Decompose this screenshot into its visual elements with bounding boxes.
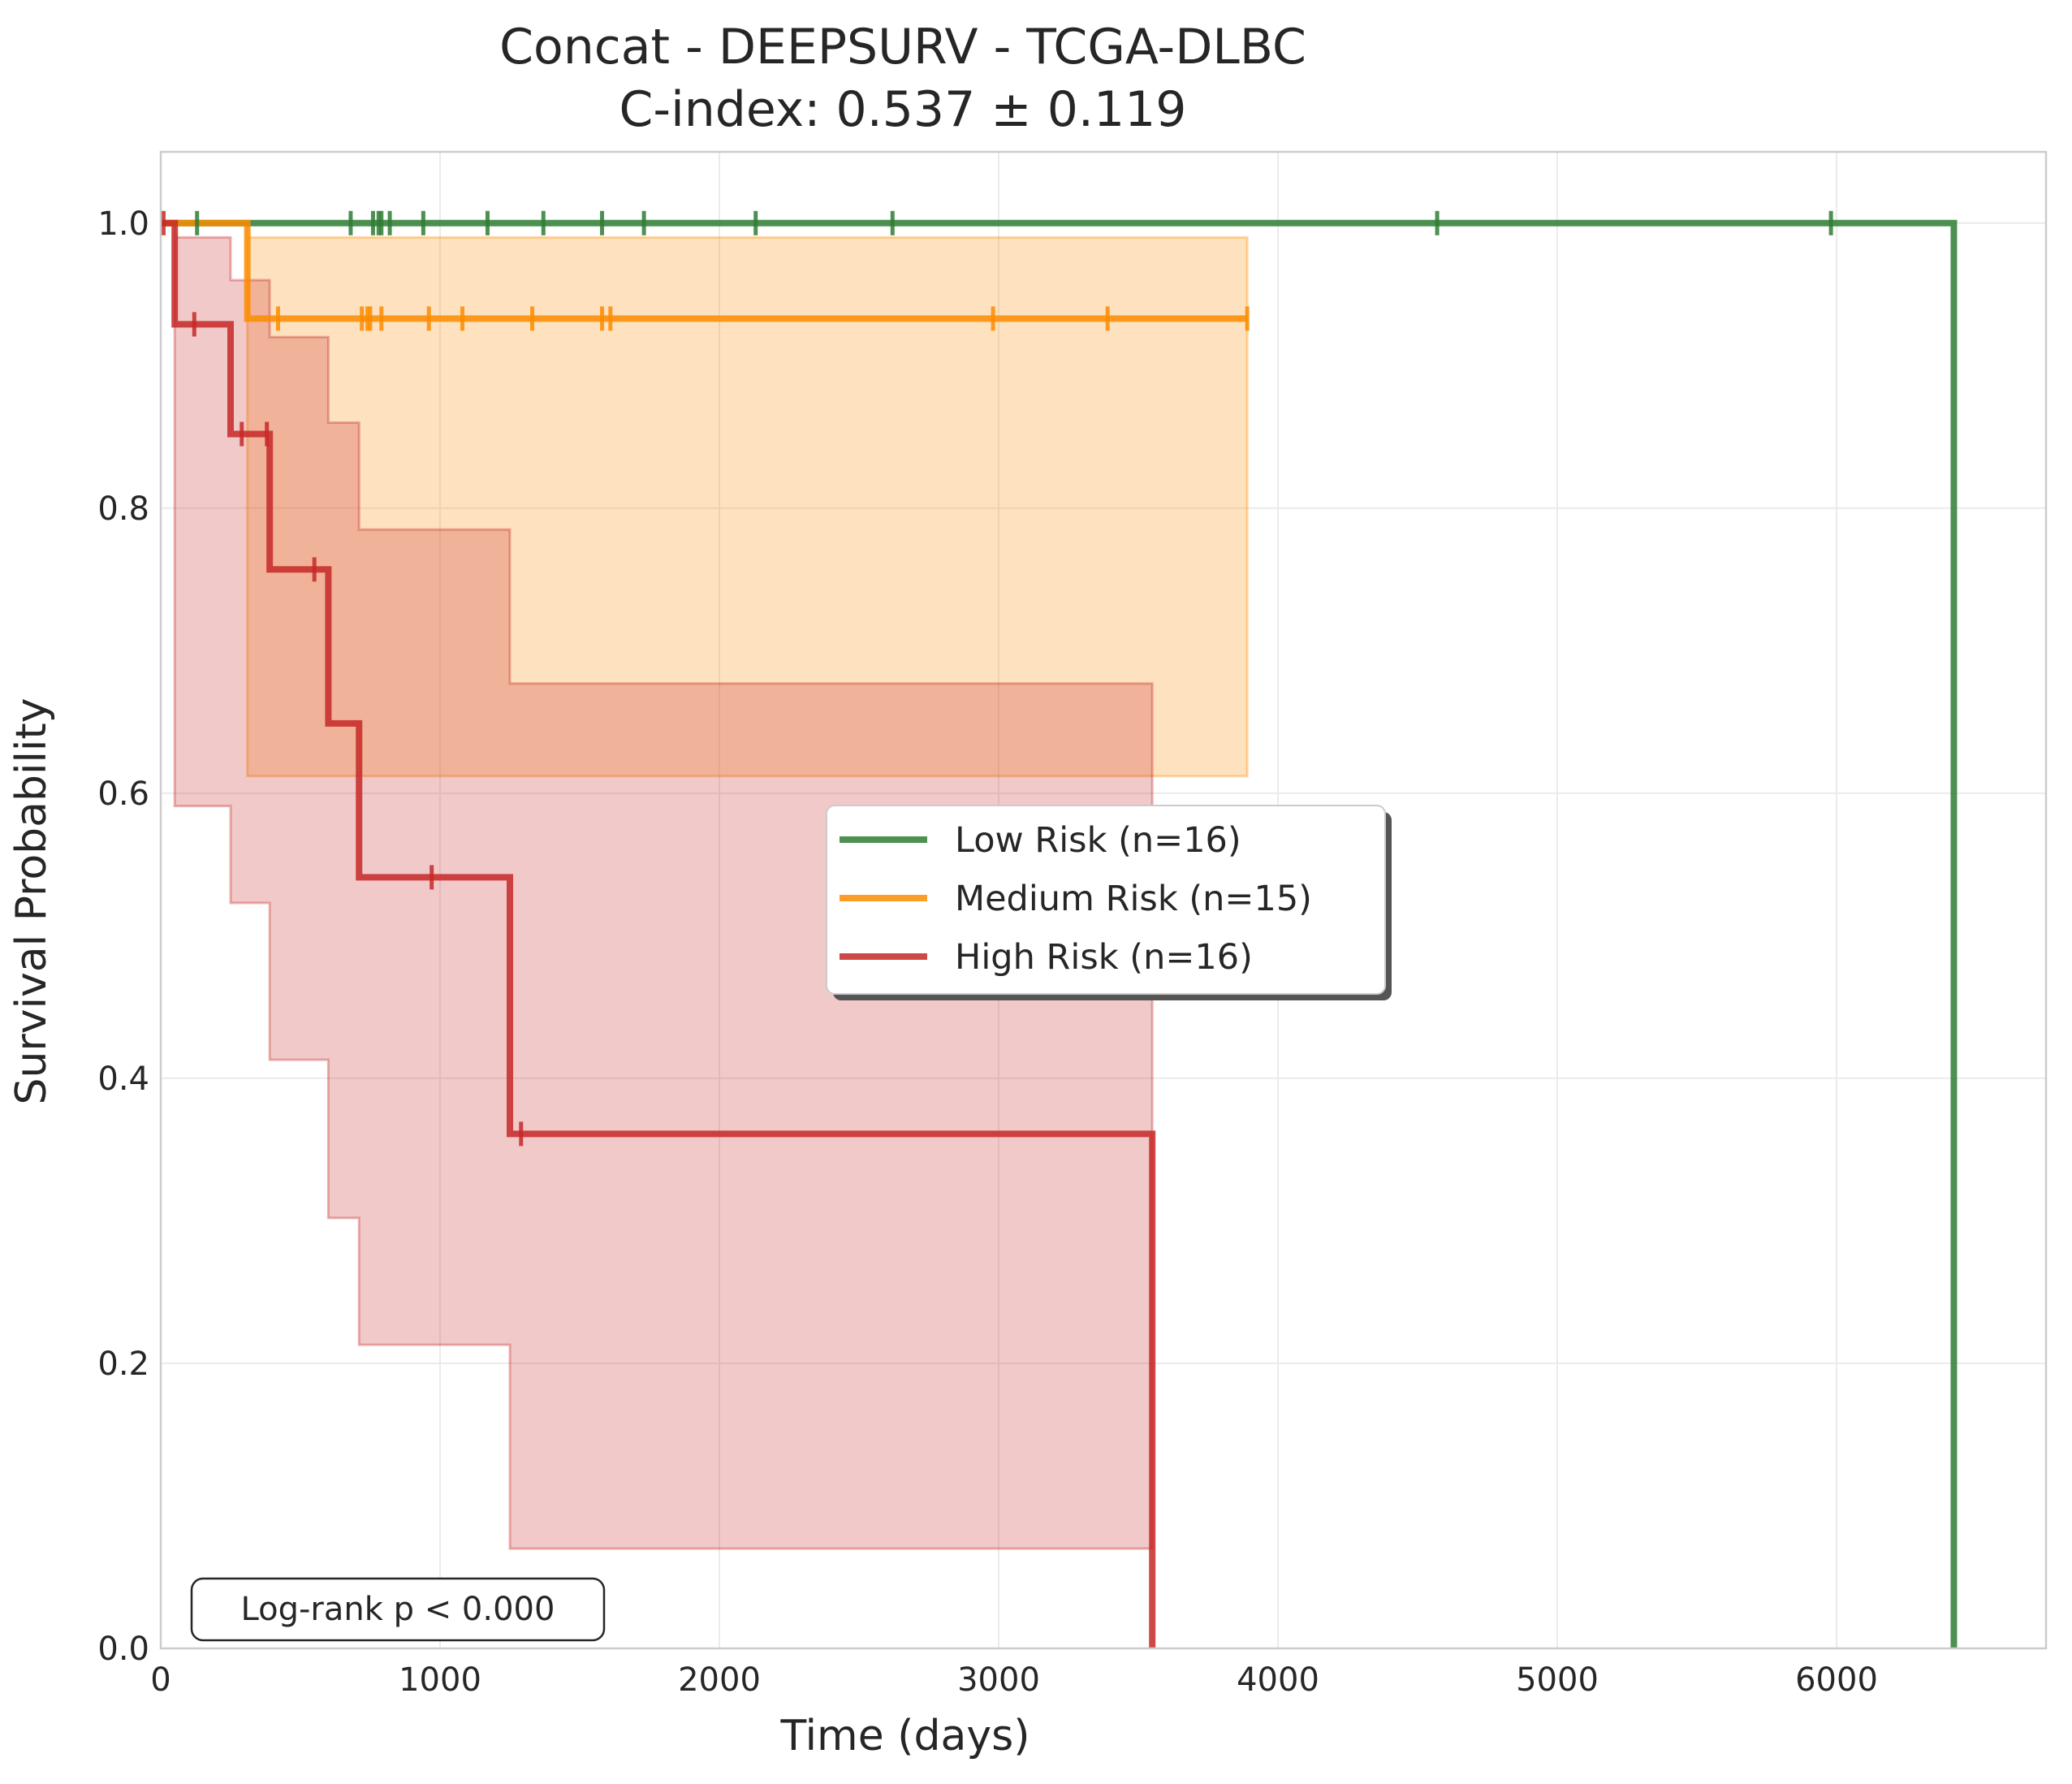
survival-curve-low xyxy=(161,219,1958,1648)
y-tick-label: 0.2 xyxy=(97,1346,149,1383)
y-axis-label: Survival Probability xyxy=(7,698,56,1104)
x-tick-label: 3000 xyxy=(957,1661,1040,1699)
y-tick-label: 0.8 xyxy=(97,490,149,528)
x-tick-label: 6000 xyxy=(1795,1661,1878,1699)
chart-subtitle: C-index: 0.537 ± 0.119 xyxy=(619,81,1187,138)
legend-label: Medium Risk (n=15) xyxy=(955,879,1312,919)
legend-items: Low Risk (n=16) Medium Risk (n=15) High Ri… xyxy=(840,820,1312,978)
x-tick-labels: 0 1000 2000 3000 4000 5000 6000 xyxy=(150,1661,1878,1699)
legend-label: Low Risk (n=16) xyxy=(955,820,1241,861)
log-rank-annotation: Log-rank p < 0.000 xyxy=(190,1577,606,1642)
x-tick-label: 4000 xyxy=(1237,1661,1319,1699)
y-tick-labels: 0.0 0.2 0.4 0.6 0.8 1.0 xyxy=(97,205,149,1668)
chart-title: Concat - DEEPSURV - TCGA-DLBC xyxy=(499,19,1306,76)
annotation-box xyxy=(190,1577,606,1642)
legend: Low Risk (n=16) Medium Risk (n=15) High Ri… xyxy=(826,805,1392,1000)
censor-marks xyxy=(161,210,1833,1147)
x-tick-label: 1000 xyxy=(399,1661,481,1699)
x-tick-label: 0 xyxy=(150,1661,171,1699)
confidence-bands xyxy=(161,222,1249,1550)
legend-box xyxy=(826,805,1386,995)
x-tick-label: 2000 xyxy=(678,1661,761,1699)
legend-label: High Risk (n=16) xyxy=(955,937,1253,978)
y-tick-label: 0.6 xyxy=(97,775,149,813)
x-tick-label: 5000 xyxy=(1516,1661,1599,1699)
survival-curve-medium xyxy=(161,219,1248,322)
x-axis-label: Time (days) xyxy=(779,1712,1030,1760)
y-tick-label: 0.4 xyxy=(97,1060,149,1098)
y-tick-label: 0.0 xyxy=(97,1631,149,1668)
y-tick-label: 1.0 xyxy=(97,205,149,243)
plot-frame xyxy=(159,150,2048,1650)
annotation-text: Log-rank p < 0.000 xyxy=(241,1591,555,1628)
